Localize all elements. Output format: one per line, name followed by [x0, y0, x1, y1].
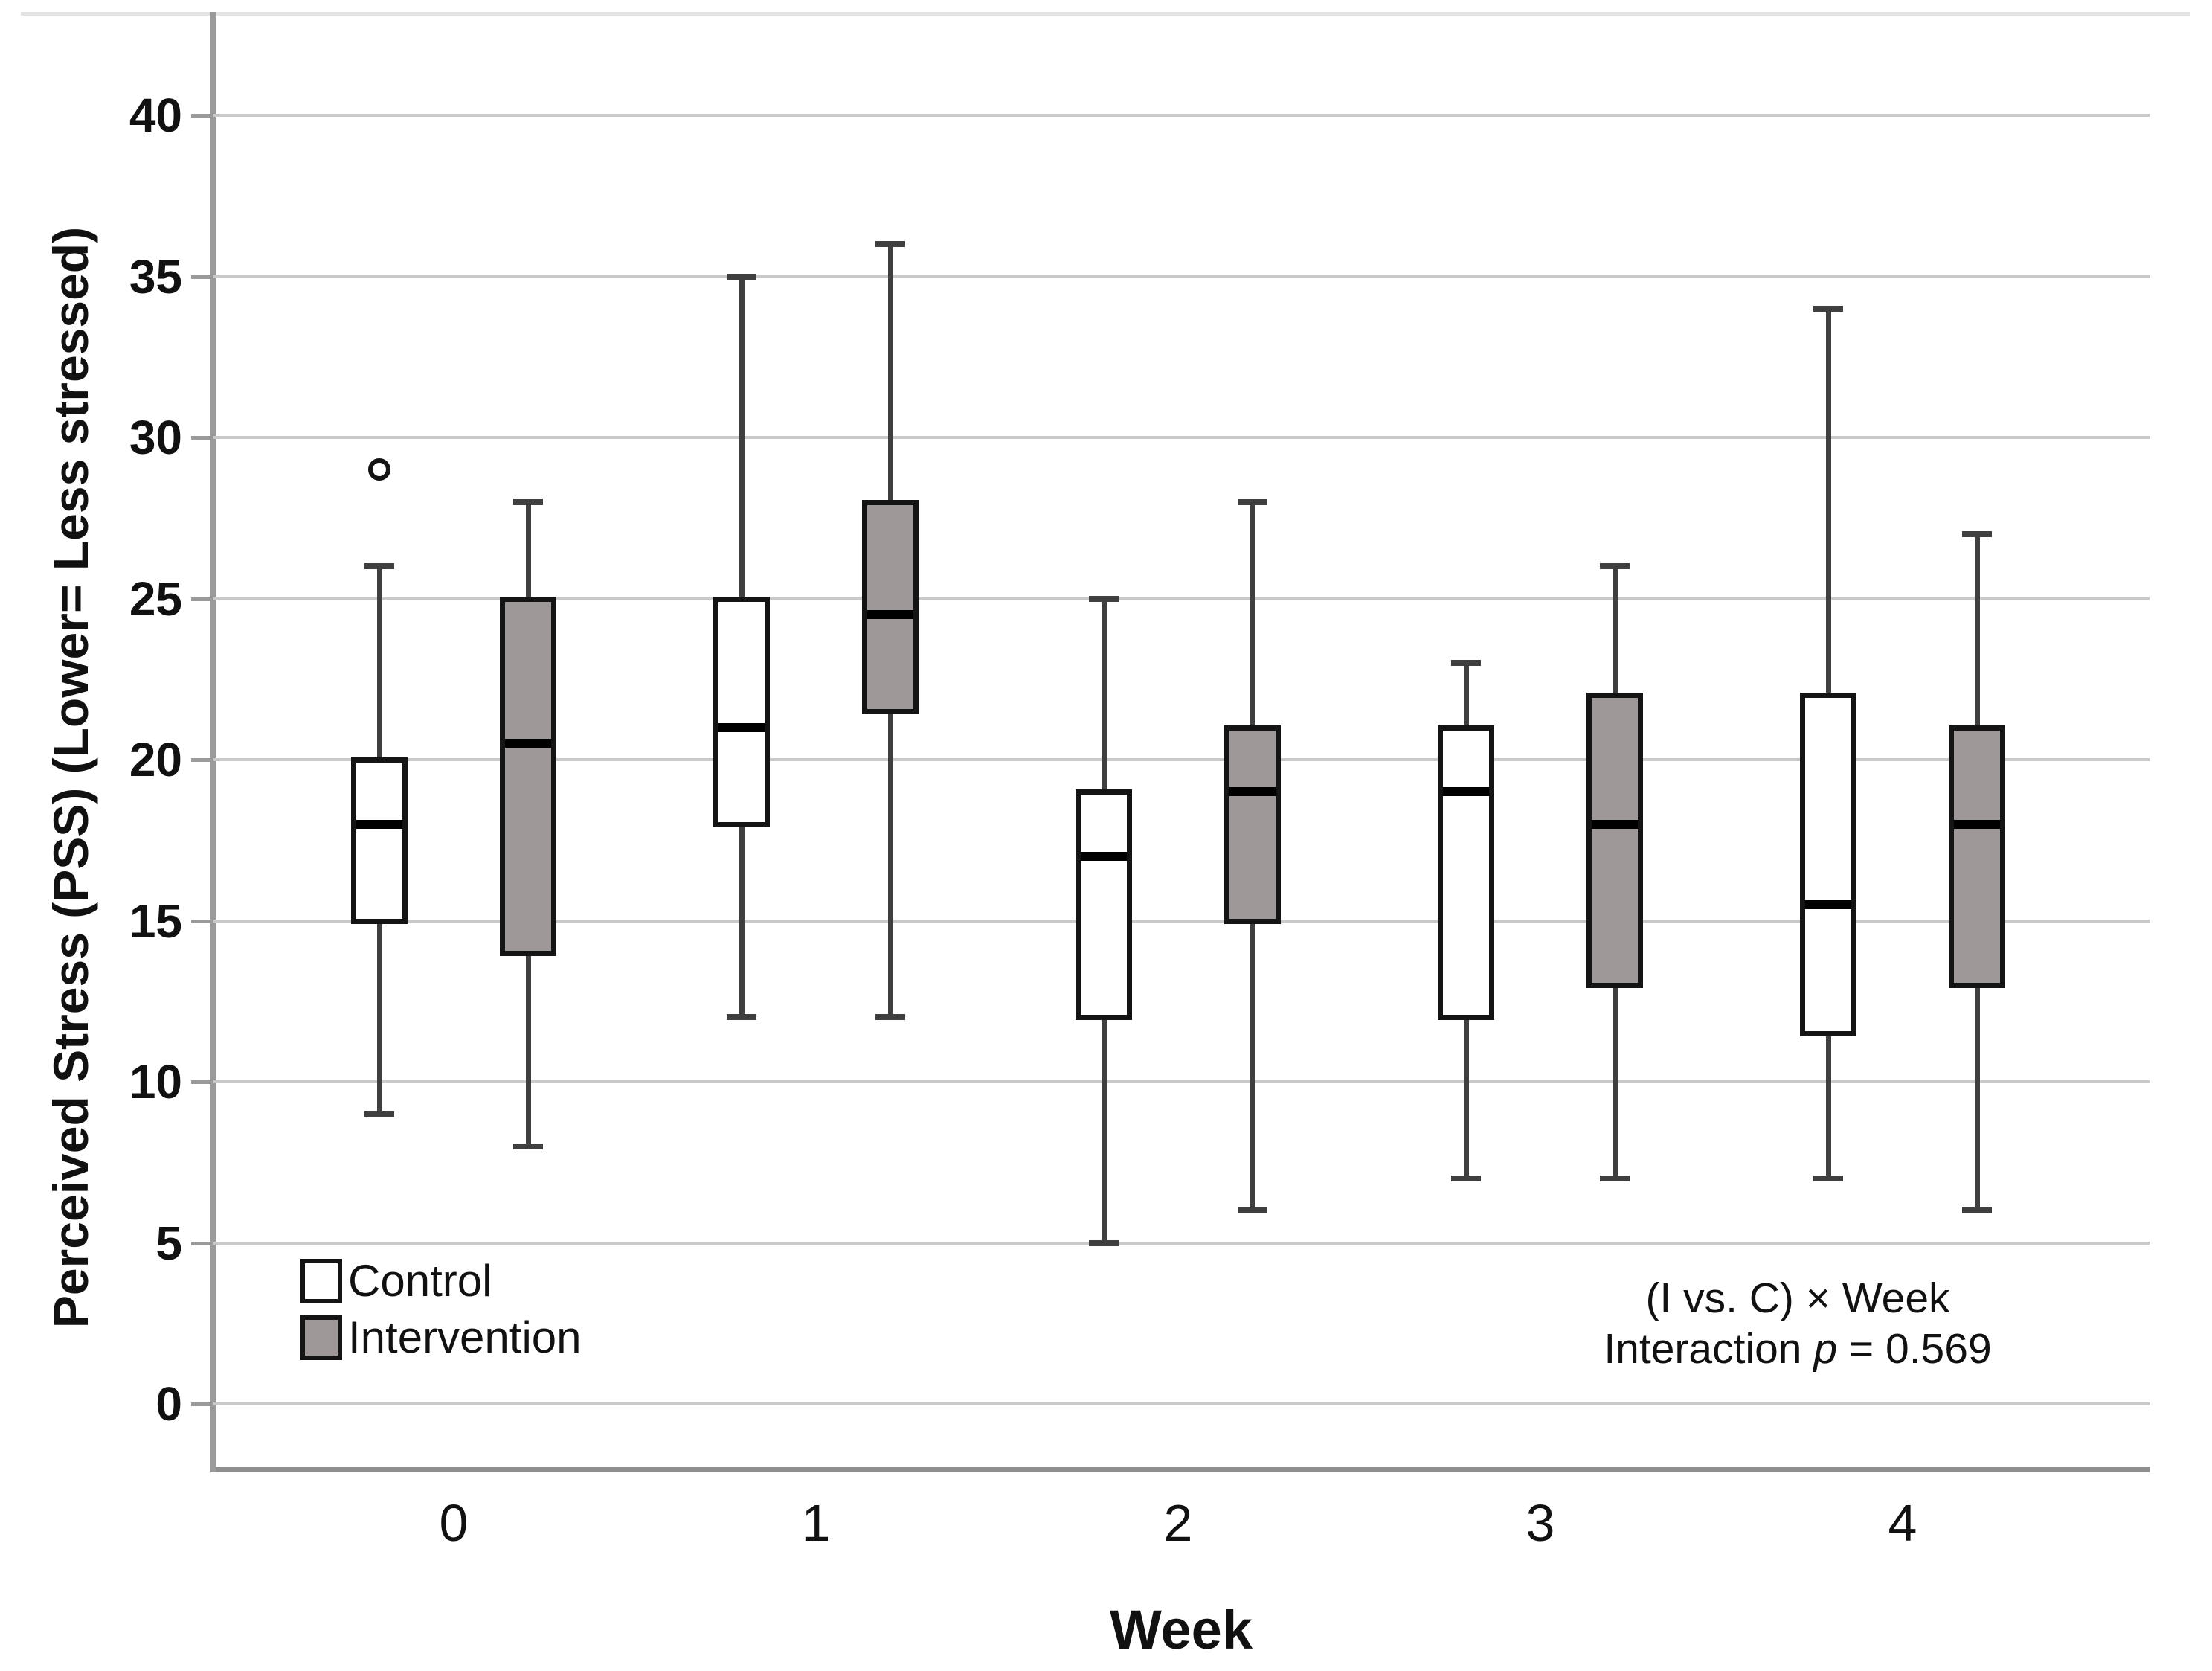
whisker-cap-lower-intervention-week-4	[1962, 1207, 1992, 1213]
whisker-cap-upper-control-week-2	[1089, 596, 1119, 602]
median-intervention-week-1	[867, 610, 913, 619]
gridline-40	[213, 114, 2150, 117]
gridline-5	[213, 1242, 2150, 1245]
box-intervention-week-2	[1224, 725, 1281, 924]
x-tick-label-2: 2	[1163, 1494, 1193, 1552]
box-control-week-2	[1076, 789, 1132, 1020]
whisker-cap-upper-control-week-1	[727, 274, 756, 280]
whisker-cap-upper-control-week-4	[1813, 306, 1843, 312]
y-tick-mark-15	[191, 920, 213, 923]
gridline-15	[213, 920, 2150, 923]
y-tick-label-40: 40	[129, 89, 182, 142]
whisker-cap-upper-control-week-3	[1451, 660, 1481, 666]
median-intervention-week-3	[1592, 820, 1638, 829]
y-tick-label-15: 15	[129, 894, 182, 948]
annotation-line-1: (I vs. C) × Week	[1645, 1274, 1950, 1322]
control-swatch-icon	[300, 1259, 342, 1303]
gridline-20	[213, 758, 2150, 761]
box-intervention-week-4	[1949, 725, 2005, 988]
median-control-week-2	[1081, 852, 1127, 861]
whisker-cap-lower-intervention-week-3	[1600, 1176, 1630, 1181]
whisker-cap-lower-intervention-week-0	[513, 1144, 543, 1149]
median-control-week-4	[1805, 900, 1851, 909]
y-tick-mark-5	[191, 1242, 213, 1245]
whisker-cap-lower-intervention-week-2	[1238, 1207, 1267, 1213]
gridline-10	[213, 1080, 2150, 1083]
whisker-cap-upper-intervention-week-1	[875, 241, 905, 247]
outlier-control-week-0-0	[368, 458, 390, 481]
whisker-cap-lower-control-week-1	[727, 1014, 756, 1020]
plot-top-border	[21, 12, 2190, 16]
median-intervention-week-0	[505, 739, 551, 748]
box-control-week-3	[1438, 725, 1494, 1020]
x-tick-label-4: 4	[1888, 1494, 1917, 1552]
whisker-cap-lower-control-week-4	[1813, 1176, 1843, 1181]
whisker-cap-upper-intervention-week-3	[1600, 563, 1630, 569]
whisker-cap-upper-intervention-week-0	[513, 499, 543, 505]
y-axis-line	[210, 12, 216, 1472]
p-symbol: p	[1813, 1325, 1838, 1373]
gridline-25	[213, 597, 2150, 600]
box-control-week-1	[713, 597, 770, 827]
annotation-line-2: Interaction p = 0.569	[1604, 1325, 1992, 1373]
y-tick-label-5: 5	[155, 1216, 182, 1270]
plot-bottom-border	[213, 1467, 2150, 1472]
legend-label-control: Control	[348, 1256, 492, 1306]
box-intervention-week-0	[500, 597, 556, 956]
whisker-cap-upper-control-week-0	[364, 563, 394, 569]
x-tick-label-0: 0	[439, 1494, 469, 1552]
x-tick-label-1: 1	[801, 1494, 831, 1552]
y-tick-label-0: 0	[155, 1377, 182, 1431]
median-intervention-week-2	[1229, 787, 1276, 796]
interaction-annotation: (I vs. C) × Week Interaction p = 0.569	[1426, 1273, 2170, 1374]
whisker-cap-lower-control-week-0	[364, 1111, 394, 1117]
y-axis-title: Perceived Stress (PSS) (Lower= Less stre…	[43, 226, 98, 1329]
gridline-0	[213, 1402, 2150, 1405]
y-tick-mark-0	[191, 1402, 213, 1406]
box-intervention-week-3	[1586, 693, 1643, 988]
y-tick-mark-10	[191, 1080, 213, 1084]
whisker-cap-lower-intervention-week-1	[875, 1014, 905, 1020]
y-tick-label-35: 35	[129, 250, 182, 304]
y-tick-mark-30	[191, 436, 213, 440]
whisker-cap-lower-control-week-2	[1089, 1240, 1119, 1246]
legend-item-control: Control	[300, 1257, 492, 1305]
y-tick-label-10: 10	[129, 1055, 182, 1109]
y-tick-mark-25	[191, 597, 213, 601]
box-control-week-0	[351, 757, 408, 924]
intervention-swatch-icon	[300, 1315, 342, 1360]
y-tick-label-25: 25	[129, 572, 182, 626]
y-tick-mark-20	[191, 758, 213, 762]
x-tick-label-3: 3	[1525, 1494, 1555, 1552]
gridline-30	[213, 436, 2150, 439]
whisker-cap-lower-control-week-3	[1451, 1176, 1481, 1181]
legend-item-intervention: Intervention	[300, 1314, 582, 1362]
whisker-cap-upper-intervention-week-2	[1238, 499, 1267, 505]
y-tick-mark-40	[191, 114, 213, 118]
box-intervention-week-1	[862, 500, 919, 714]
y-tick-mark-35	[191, 275, 213, 279]
legend-label-intervention: Intervention	[348, 1312, 582, 1362]
median-control-week-0	[356, 820, 402, 829]
x-axis-title: Week	[1110, 1599, 1253, 1661]
median-intervention-week-4	[1954, 820, 2000, 829]
y-tick-label-30: 30	[129, 411, 182, 464]
median-control-week-1	[718, 723, 765, 732]
whisker-cap-upper-intervention-week-4	[1962, 531, 1992, 537]
y-tick-label-20: 20	[129, 733, 182, 786]
gridline-35	[213, 275, 2150, 278]
median-control-week-3	[1443, 787, 1489, 796]
box-control-week-4	[1800, 693, 1856, 1036]
